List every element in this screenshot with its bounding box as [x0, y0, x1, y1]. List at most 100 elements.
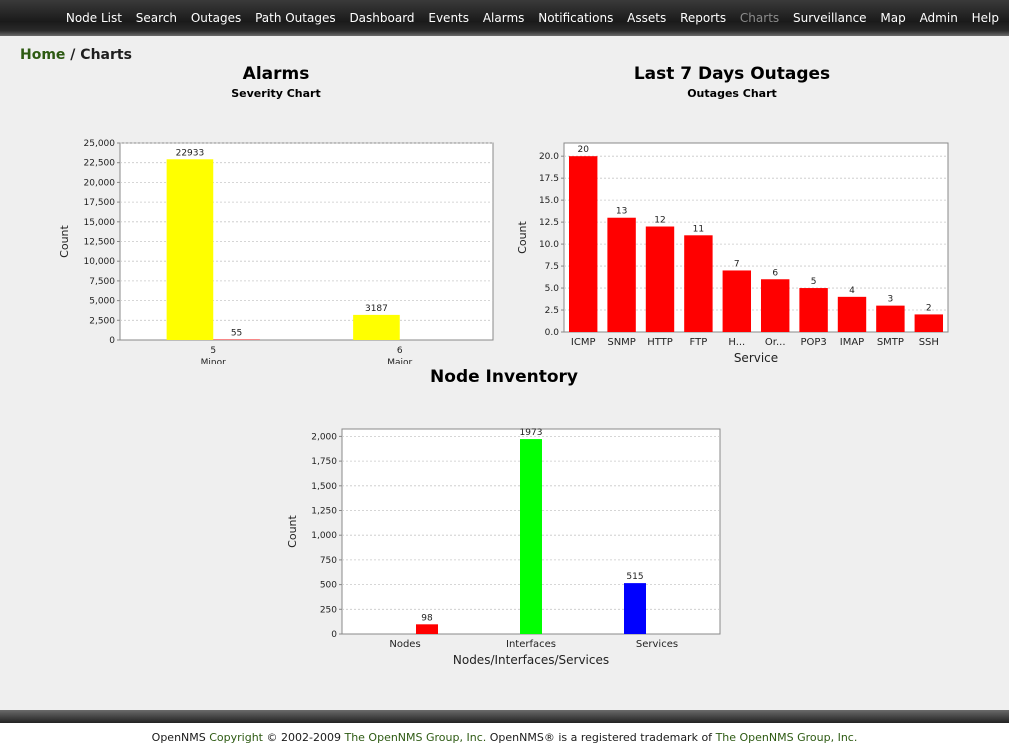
alarms-data-label: 55 [231, 329, 242, 339]
inventory-bar [624, 583, 646, 634]
outages-bar [914, 314, 944, 332]
alarms-bar [353, 314, 400, 340]
nav-assets[interactable]: Assets [627, 11, 667, 25]
alarms-chart-subtitle: Severity Chart [231, 87, 321, 100]
outages-chart: 0.0 2.5 5.0 7.5 10.0 12.5 15.0 17.5 20.0 Count 20 I… [516, 142, 949, 364]
inventory-y-tick-label: 1,000 [311, 531, 337, 541]
outages-chart-subtitle: Outages Chart [687, 87, 777, 100]
alarms-chart: 0 2,500 5,000 7,500 10,000 12,500 15,000 17,500… [58, 139, 494, 364]
bottom-bar [0, 710, 1009, 723]
inventory-y-tick-label: 1,750 [311, 457, 337, 467]
footer-group-link-2[interactable]: The OpenNMS Group, Inc. [715, 731, 858, 744]
nav-path-outages[interactable]: Path Outages [255, 11, 336, 25]
main-menu: Node List Search Outages Path Outages Da… [56, 11, 999, 25]
outages-data-label: 3 [888, 295, 894, 305]
inventory-x-tick-label: Services [636, 639, 678, 650]
breadcrumb-current: Charts [80, 47, 132, 63]
inventory-y-tick-label: 1,250 [311, 507, 337, 517]
outages-bar [684, 235, 713, 332]
outages-x-tick-label: Or... [765, 337, 786, 348]
top-navigation-bar: Node List Search Outages Path Outages Da… [0, 0, 1009, 36]
alarms-y-tick-label: 12,500 [84, 238, 116, 248]
alarms-y-tick-label: 0 [109, 336, 115, 346]
inventory-y-tick-label: 1,500 [311, 482, 337, 492]
outages-x-axis-label: Service [734, 351, 778, 364]
footer-product: OpenNMS [151, 731, 206, 744]
alarms-y-tick-label: 10,000 [84, 257, 116, 267]
alarms-x-tick-label: 6 [397, 346, 403, 356]
outages-data-label: 20 [577, 145, 589, 155]
outages-y-tick-label: 7.5 [545, 262, 559, 272]
outages-x-tick-label: H... [728, 337, 745, 348]
outages-bar [760, 279, 790, 332]
nav-admin[interactable]: Admin [919, 11, 958, 25]
outages-y-axis-label: Count [516, 220, 529, 253]
outages-x-tick-label: ICMP [571, 337, 596, 348]
nav-alarms[interactable]: Alarms [482, 11, 525, 25]
inventory-y-tick-label: 500 [320, 581, 337, 591]
alarms-chart-title: Alarms [242, 64, 310, 84]
inventory-x-tick-label: Nodes [389, 639, 420, 650]
alarms-y-tick-label: 25,000 [84, 139, 116, 149]
alarms-y-tick-label: 17,500 [84, 198, 116, 208]
outages-x-tick-label: HTTP [647, 337, 673, 348]
nav-help[interactable]: Help [971, 11, 999, 25]
outages-x-tick-label: POP3 [800, 337, 826, 348]
nav-events[interactable]: Events [428, 11, 470, 25]
nav-dashboard[interactable]: Dashboard [349, 11, 415, 25]
outages-y-tick-label: 0.0 [545, 328, 560, 338]
outages-data-label: 11 [693, 224, 704, 234]
inventory-x-axis-label: Nodes/Interfaces/Services [453, 653, 609, 666]
outages-bar [837, 296, 867, 332]
outages-x-tick-label: SNMP [607, 337, 636, 348]
alarms-x-tick-label: 5 [210, 346, 216, 356]
outages-data-label: 5 [811, 277, 817, 287]
outages-bar [607, 217, 636, 332]
alarms-y-tick-label: 20,000 [84, 178, 116, 188]
nav-reports[interactable]: Reports [680, 11, 727, 25]
footer: OpenNMS Copyright © 2002-2009 The OpenNM… [0, 731, 1009, 744]
inventory-y-tick-label: 0 [331, 630, 337, 640]
nav-search[interactable]: Search [135, 11, 178, 25]
alarms-x-tick-sublabel: Major [387, 358, 412, 364]
main-content: Home / Charts Alarms Severity Chart Last… [0, 36, 1009, 720]
breadcrumb: Home / Charts [20, 47, 132, 63]
outages-data-label: 2 [926, 303, 932, 313]
inventory-data-label: 1973 [520, 428, 543, 438]
inventory-bar [416, 624, 438, 634]
alarms-y-tick-label: 15,000 [84, 218, 116, 228]
outages-chart-title: Last 7 Days Outages [633, 64, 831, 84]
inventory-data-label: 98 [421, 613, 433, 623]
alarms-data-label: 22933 [176, 148, 205, 158]
nav-node-list[interactable]: Node List [65, 11, 122, 25]
inventory-chart-title: Node Inventory [430, 367, 578, 387]
nav-map[interactable]: Map [880, 11, 906, 25]
footer-copyright-link[interactable]: Copyright [209, 731, 263, 744]
outages-bar [799, 288, 828, 332]
outages-bar [645, 226, 675, 332]
alarms-data-label: 3187 [365, 304, 388, 314]
outages-data-label: 13 [616, 207, 627, 217]
alarms-y-axis-label: Count [58, 224, 71, 257]
nav-surveillance[interactable]: Surveillance [792, 11, 867, 25]
footer-group-link[interactable]: The OpenNMS Group, Inc. [344, 731, 487, 744]
breadcrumb-home-link[interactable]: Home [20, 47, 66, 63]
outages-x-tick-label: SSH [919, 337, 939, 348]
inventory-chart: 0 250 500 750 1,000 1,250 1,500 1,750 2,000 Count… [286, 428, 721, 666]
outages-bar [876, 305, 905, 332]
outages-y-tick-label: 10.0 [539, 240, 559, 250]
inventory-x-tick-label: Interfaces [506, 639, 556, 650]
nav-outages[interactable]: Outages [190, 11, 242, 25]
alarms-bar [166, 159, 214, 340]
inventory-y-tick-label: 750 [320, 556, 337, 566]
outages-bar [722, 270, 752, 332]
outages-y-tick-label: 20.0 [539, 152, 559, 162]
footer-years: © 2002-2009 [266, 731, 341, 744]
nav-charts[interactable]: Charts [739, 11, 780, 25]
inventory-data-label: 515 [626, 572, 643, 582]
nav-notifications[interactable]: Notifications [538, 11, 614, 25]
outages-x-tick-label: SMTP [877, 337, 904, 348]
inventory-y-tick-label: 250 [320, 605, 337, 615]
outages-data-label: 6 [772, 268, 778, 278]
outages-y-tick-label: 17.5 [539, 174, 559, 184]
